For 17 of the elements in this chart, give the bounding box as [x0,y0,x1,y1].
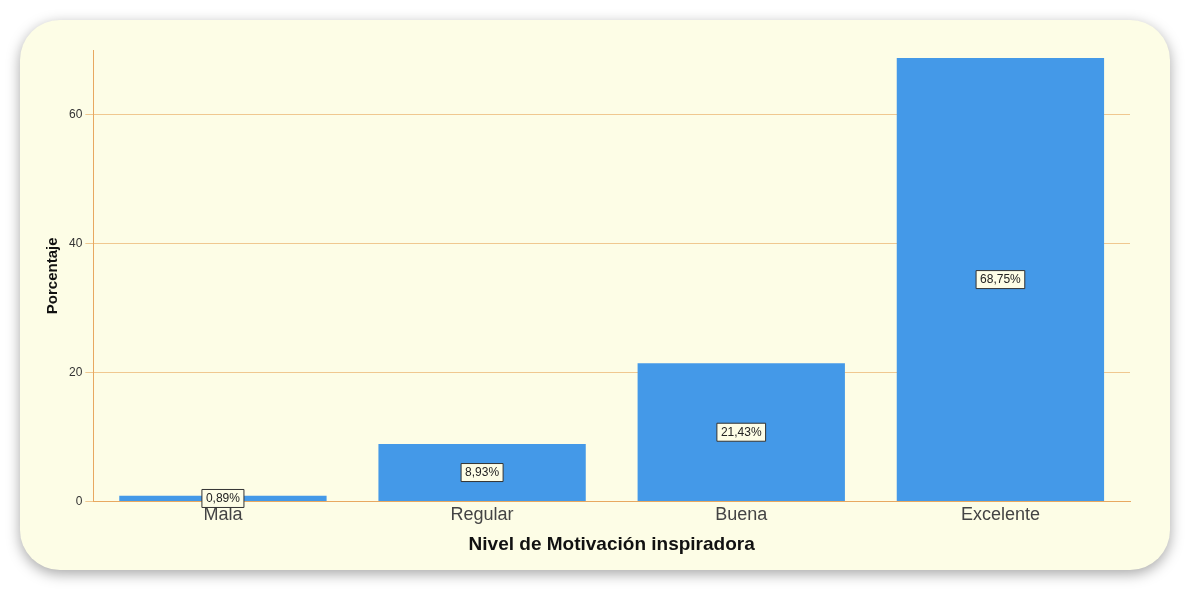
bar [896,58,1105,502]
x-tick-label: Regular [450,504,514,525]
data-label: 0,89% [205,490,241,505]
y-tick-label: 20 [68,364,83,379]
x-tick-label: Excelente [960,504,1040,525]
x-tick-label: Buena [715,504,769,525]
y-tick-label: 40 [68,235,83,250]
y-tick-label: 60 [68,106,83,121]
bar [378,443,586,502]
data-label: 21,43% [720,424,762,439]
data-label: 68,75% [980,271,1022,286]
bar [637,363,845,502]
data-label: 8,93% [465,464,500,479]
y-tick-label: 0 [75,493,83,508]
y-axis-title: Porcentaje [43,237,61,315]
x-tick-label: Mala [203,504,244,525]
x-axis-title: Nivel de Motivación inspiradora [468,532,756,554]
